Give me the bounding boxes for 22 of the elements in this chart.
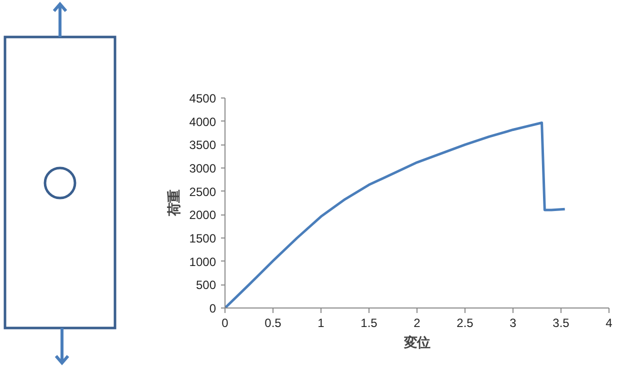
x-tick-label: 3.5 [552, 316, 570, 330]
y-tick-label: 0 [209, 302, 216, 316]
x-tick-label: 0 [222, 316, 229, 330]
x-tick-label: 3 [510, 316, 517, 330]
x-tick-label: 2.5 [456, 316, 474, 330]
line-series [225, 121, 566, 308]
x-axis-title: 変位 [403, 335, 430, 350]
x-tick-label: 0.5 [264, 316, 282, 330]
y-tick-label: 2500 [189, 184, 216, 199]
x-tick-label: 2 [414, 316, 421, 330]
x-tick-label: 1.5 [360, 316, 378, 330]
x-tick-label: 1 [318, 316, 325, 330]
y-tick-label: 4000 [189, 114, 216, 129]
x-tick-label: 4 [606, 316, 613, 330]
y-tick-label: 500 [196, 278, 216, 292]
y-tick-label: 3500 [189, 138, 216, 152]
y-tick-label: 2000 [189, 208, 216, 222]
y-tick-label: 3000 [189, 162, 216, 176]
y-tick-label: 4500 [189, 92, 216, 106]
y-tick-label: 1000 [189, 254, 216, 269]
y-axis-title: 荷重 [166, 190, 182, 217]
y-tick-label: 1500 [189, 232, 216, 246]
